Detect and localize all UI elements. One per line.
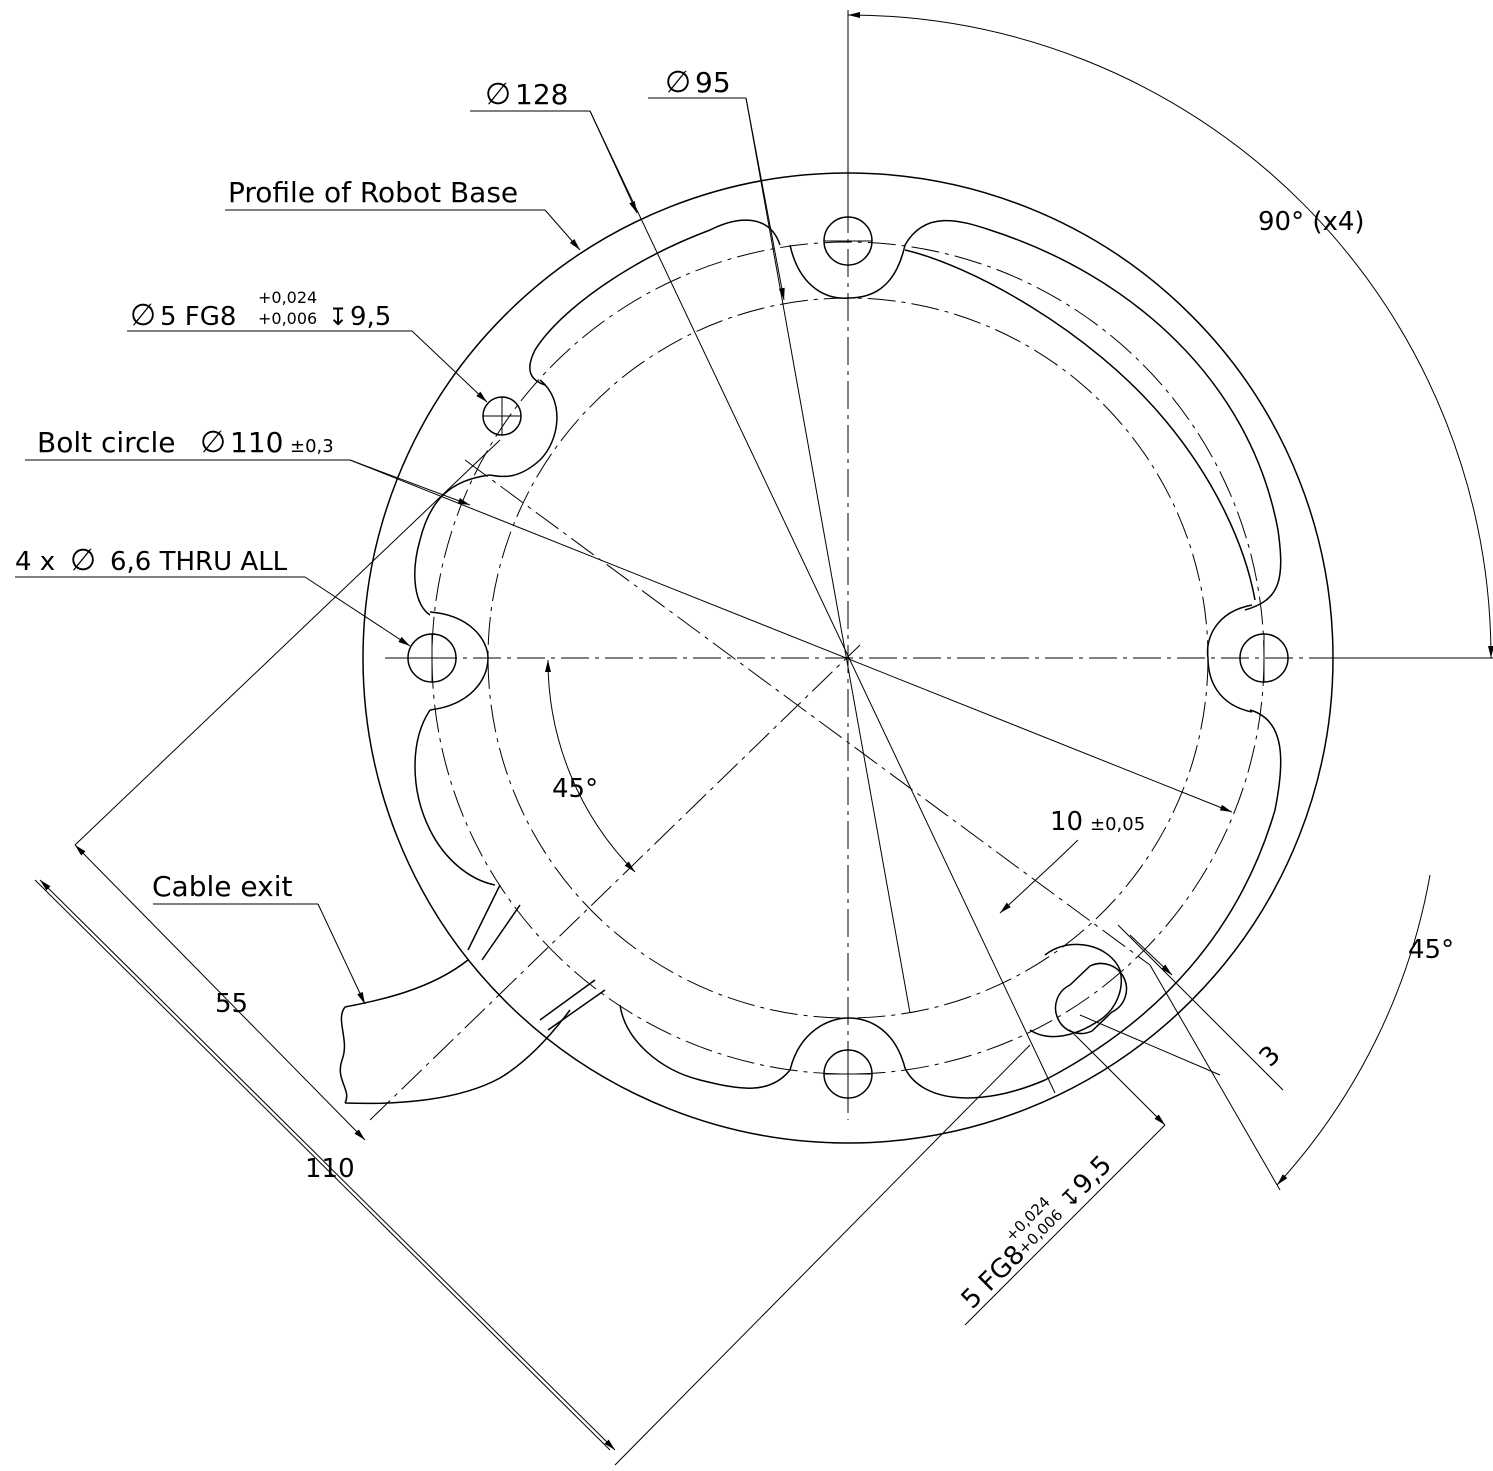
label-dim-110: 110 bbox=[305, 1154, 355, 1184]
diameter-symbol: ∅ bbox=[130, 298, 156, 333]
label-pin-tol-lower: +0,006 bbox=[258, 309, 317, 328]
ring-recess-upper-right-inner bbox=[904, 249, 1256, 601]
label-cable-exit: Cable exit bbox=[152, 870, 292, 903]
label-pin-depth: 9,5 bbox=[350, 302, 391, 332]
ring-recess-bottom bbox=[619, 1004, 791, 1089]
diameter-symbol: ∅ bbox=[70, 543, 96, 578]
label-angle-45-left: 45° bbox=[552, 774, 598, 804]
cable-exit-stub bbox=[467, 884, 606, 1031]
label-pin-tol-upper: +0,024 bbox=[258, 288, 317, 307]
label-angle-45-right: 45° bbox=[1408, 935, 1454, 965]
diameter-symbol: ∅ bbox=[665, 65, 691, 100]
label-dim-10-tol: ±0,05 bbox=[1090, 814, 1145, 835]
label-thru-count: 4 x bbox=[15, 547, 55, 577]
ring-recess-upper-left bbox=[529, 219, 781, 386]
label-bolt-circle-value: 110 bbox=[230, 426, 283, 459]
label-bolt-circle: Bolt circle bbox=[37, 426, 175, 459]
diameter-symbol: ∅ bbox=[200, 425, 226, 460]
label-angle-90: 90° (x4) bbox=[1258, 207, 1365, 237]
label-d128: 128 bbox=[515, 78, 568, 111]
label-dim-55: 55 bbox=[215, 989, 248, 1019]
pin-hole bbox=[482, 396, 522, 436]
label-thru-value: 6,6 THRU ALL bbox=[110, 547, 288, 577]
label-dim-3: 3 bbox=[1254, 1040, 1287, 1073]
dimension-lines bbox=[15, 10, 1493, 1466]
ring-recess-upper-right bbox=[904, 219, 1282, 611]
lobe-left bbox=[429, 611, 489, 711]
ring-recess-left-lower bbox=[414, 709, 496, 886]
depth-icon: ↧ bbox=[328, 303, 348, 331]
ring-recess-left bbox=[414, 474, 491, 616]
lobe-slot-lr bbox=[1029, 943, 1122, 1038]
diameter-symbol: ∅ bbox=[485, 77, 511, 112]
slot bbox=[1054, 962, 1128, 1035]
cable-body bbox=[339, 959, 571, 1105]
label-pin-hole: 5 FG8 bbox=[160, 302, 236, 332]
label-d95: 95 bbox=[695, 66, 731, 99]
annotations: ∅ 128 ∅ 95 Profile of Robot Base ∅ 5 FG8… bbox=[15, 65, 1454, 1315]
label-bolt-circle-tol: ±0,3 bbox=[290, 436, 334, 457]
label-profile: Profile of Robot Base bbox=[228, 176, 518, 209]
label-dim-10: 10 bbox=[1050, 807, 1083, 837]
ring-recess-right-lower bbox=[904, 709, 1282, 1099]
lobe-pin-ul bbox=[489, 379, 558, 478]
